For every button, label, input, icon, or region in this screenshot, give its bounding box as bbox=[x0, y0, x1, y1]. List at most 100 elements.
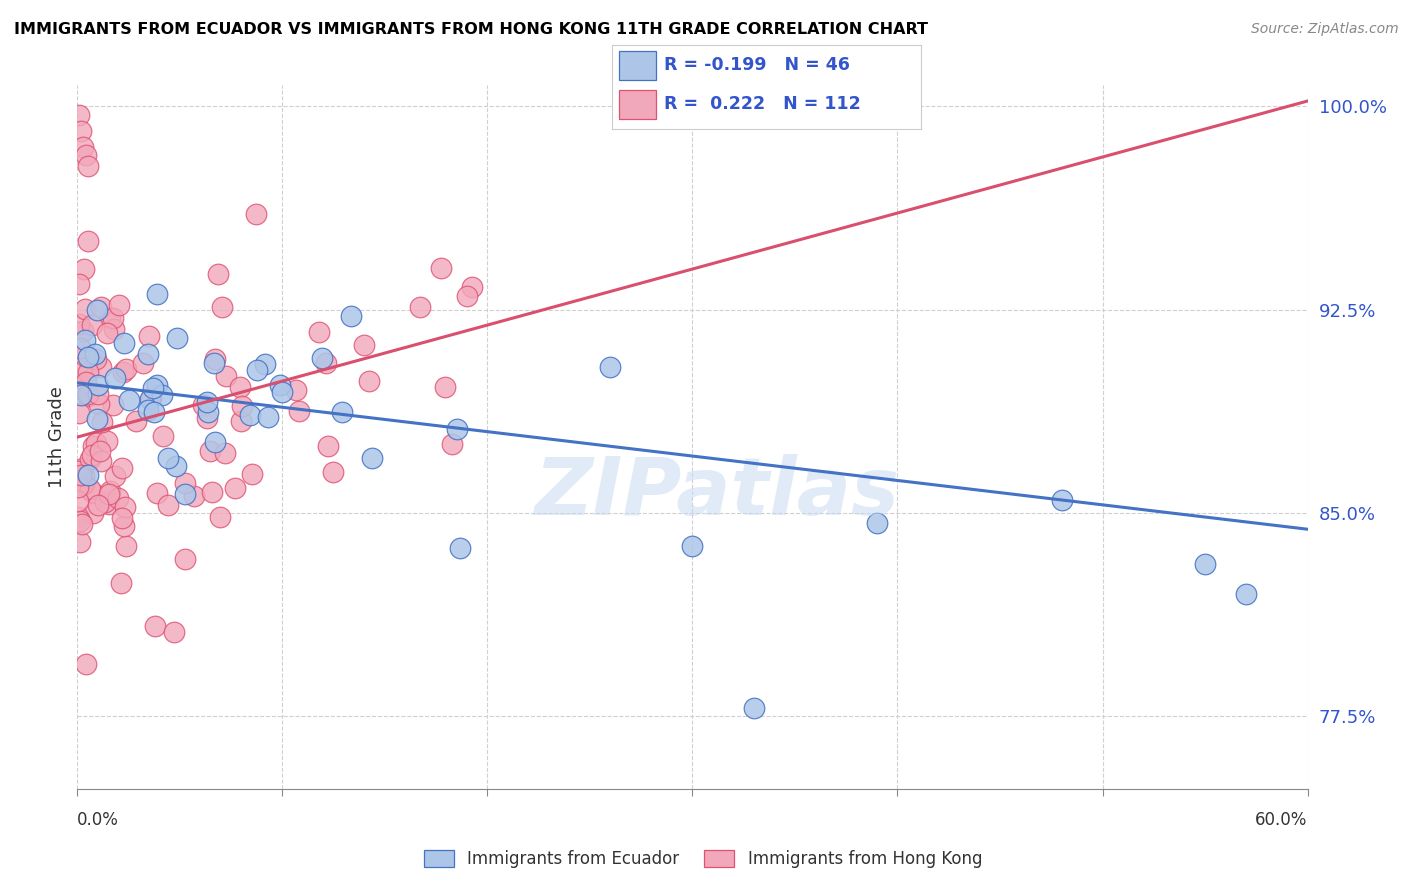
Immigrants from Hong Kong bbox=[101, 399, 124, 413]
Immigrants from Hong Kong bbox=[96, 326, 118, 340]
Immigrants from Hong Kong bbox=[434, 380, 457, 394]
Y-axis label: 11th Grade: 11th Grade bbox=[48, 386, 66, 488]
Immigrants from Hong Kong bbox=[75, 657, 97, 672]
Immigrants from Hong Kong bbox=[132, 357, 155, 371]
Immigrants from Hong Kong bbox=[308, 325, 330, 339]
Immigrants from Hong Kong bbox=[98, 497, 121, 511]
Immigrants from Hong Kong bbox=[321, 466, 343, 480]
Immigrants from Hong Kong bbox=[198, 443, 221, 458]
Immigrants from Hong Kong bbox=[84, 436, 107, 450]
Immigrants from Hong Kong bbox=[115, 539, 138, 553]
Immigrants from Hong Kong bbox=[73, 261, 96, 276]
Immigrants from Hong Kong bbox=[211, 300, 233, 314]
Immigrants from Hong Kong bbox=[69, 467, 91, 482]
Immigrants from Hong Kong bbox=[146, 486, 169, 500]
Immigrants from Ecuador bbox=[311, 351, 333, 365]
Immigrants from Hong Kong bbox=[79, 451, 101, 466]
Text: 0.0%: 0.0% bbox=[77, 811, 120, 829]
Immigrants from Hong Kong bbox=[163, 625, 186, 640]
Immigrants from Hong Kong bbox=[76, 159, 98, 173]
Immigrants from Hong Kong bbox=[316, 438, 339, 452]
Immigrants from Hong Kong bbox=[138, 329, 160, 343]
Immigrants from Hong Kong bbox=[98, 484, 121, 499]
Immigrants from Ecuador bbox=[197, 395, 219, 409]
Immigrants from Hong Kong bbox=[288, 404, 311, 418]
Immigrants from Hong Kong bbox=[82, 439, 104, 453]
Immigrants from Ecuador bbox=[104, 371, 127, 385]
Text: IMMIGRANTS FROM ECUADOR VS IMMIGRANTS FROM HONG KONG 11TH GRADE CORRELATION CHAR: IMMIGRANTS FROM ECUADOR VS IMMIGRANTS FR… bbox=[14, 22, 928, 37]
Text: R = -0.199   N = 46: R = -0.199 N = 46 bbox=[664, 56, 851, 74]
Immigrants from Hong Kong bbox=[97, 487, 120, 501]
Immigrants from Hong Kong bbox=[245, 207, 267, 221]
Immigrants from Ecuador bbox=[73, 333, 96, 347]
Immigrants from Hong Kong bbox=[72, 324, 94, 338]
Immigrants from Ecuador bbox=[271, 384, 294, 399]
Immigrants from Ecuador bbox=[330, 405, 353, 419]
Immigrants from Ecuador bbox=[246, 363, 269, 377]
Immigrants from Hong Kong bbox=[441, 437, 464, 451]
Immigrants from Hong Kong bbox=[66, 493, 89, 508]
Immigrants from Hong Kong bbox=[80, 485, 103, 500]
Immigrants from Ecuador bbox=[84, 347, 107, 361]
Immigrants from Hong Kong bbox=[98, 310, 121, 325]
Immigrants from Hong Kong bbox=[75, 301, 97, 316]
Immigrants from Hong Kong bbox=[111, 365, 134, 379]
Immigrants from Hong Kong bbox=[73, 476, 96, 491]
Immigrants from Hong Kong bbox=[141, 391, 163, 405]
Immigrants from Hong Kong bbox=[409, 300, 432, 314]
Immigrants from Hong Kong bbox=[80, 448, 103, 462]
Immigrants from Hong Kong bbox=[124, 414, 146, 428]
Immigrants from Ecuador bbox=[142, 381, 165, 395]
Immigrants from Hong Kong bbox=[207, 267, 229, 281]
Immigrants from Ecuador bbox=[118, 393, 141, 408]
Immigrants from Ecuador bbox=[145, 378, 167, 392]
Immigrants from Hong Kong bbox=[87, 387, 110, 401]
Immigrants from Hong Kong bbox=[429, 261, 451, 276]
Immigrants from Hong Kong bbox=[82, 318, 104, 333]
Immigrants from Ecuador bbox=[150, 388, 173, 402]
Immigrants from Hong Kong bbox=[204, 352, 226, 367]
Immigrants from Ecuador bbox=[1234, 587, 1257, 601]
Immigrants from Ecuador bbox=[157, 451, 180, 466]
Immigrants from Hong Kong bbox=[110, 576, 132, 591]
Immigrants from Ecuador bbox=[257, 409, 280, 424]
Immigrants from Hong Kong bbox=[104, 469, 127, 483]
Immigrants from Ecuador bbox=[86, 303, 108, 318]
Immigrants from Hong Kong bbox=[101, 310, 124, 325]
Text: R =  0.222   N = 112: R = 0.222 N = 112 bbox=[664, 95, 860, 113]
Immigrants from Hong Kong bbox=[183, 490, 205, 504]
Immigrants from Hong Kong bbox=[73, 349, 96, 363]
Immigrants from Ecuador bbox=[599, 359, 621, 374]
Immigrants from Hong Kong bbox=[456, 289, 478, 303]
Immigrants from Hong Kong bbox=[229, 414, 252, 428]
Immigrants from Hong Kong bbox=[70, 478, 93, 492]
Immigrants from Hong Kong bbox=[209, 509, 232, 524]
Immigrants from Ecuador bbox=[742, 701, 765, 715]
Immigrants from Hong Kong bbox=[461, 280, 484, 294]
Immigrants from Ecuador bbox=[174, 487, 197, 501]
Immigrants from Hong Kong bbox=[76, 386, 98, 401]
Immigrants from Hong Kong bbox=[69, 341, 91, 355]
Immigrants from Hong Kong bbox=[70, 124, 93, 138]
Immigrants from Hong Kong bbox=[173, 552, 195, 566]
Immigrants from Ecuador bbox=[1050, 493, 1073, 508]
Immigrants from Hong Kong bbox=[76, 365, 98, 379]
Immigrants from Ecuador bbox=[204, 434, 226, 449]
Immigrants from Hong Kong bbox=[87, 397, 110, 411]
Immigrants from Hong Kong bbox=[66, 464, 89, 478]
Immigrants from Hong Kong bbox=[191, 399, 214, 413]
Immigrants from Hong Kong bbox=[114, 500, 136, 515]
Immigrants from Hong Kong bbox=[67, 406, 90, 420]
Immigrants from Hong Kong bbox=[359, 374, 381, 388]
Immigrants from Ecuador bbox=[77, 350, 100, 364]
Immigrants from Hong Kong bbox=[143, 618, 166, 632]
Immigrants from Hong Kong bbox=[75, 375, 97, 389]
Immigrants from Hong Kong bbox=[79, 482, 101, 496]
Immigrants from Ecuador bbox=[87, 378, 110, 392]
Immigrants from Hong Kong bbox=[90, 300, 112, 314]
Immigrants from Hong Kong bbox=[69, 514, 91, 528]
Legend: Immigrants from Ecuador, Immigrants from Hong Kong: Immigrants from Ecuador, Immigrants from… bbox=[418, 843, 988, 875]
Immigrants from Hong Kong bbox=[195, 411, 218, 425]
Immigrants from Hong Kong bbox=[231, 399, 253, 413]
Immigrants from Hong Kong bbox=[67, 317, 90, 331]
